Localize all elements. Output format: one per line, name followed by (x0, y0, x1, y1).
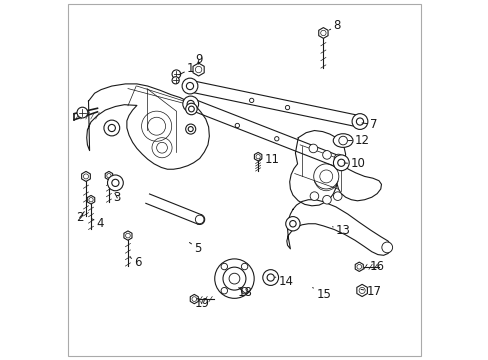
Circle shape (381, 242, 392, 253)
Text: 3: 3 (113, 192, 121, 204)
Circle shape (338, 136, 346, 145)
Circle shape (351, 114, 367, 130)
Circle shape (106, 174, 111, 178)
Circle shape (188, 127, 193, 132)
Circle shape (112, 179, 119, 186)
Text: 1: 1 (179, 62, 194, 75)
Circle shape (333, 192, 341, 201)
Text: 16: 16 (366, 260, 384, 273)
Polygon shape (87, 195, 95, 204)
Circle shape (223, 267, 245, 290)
Circle shape (255, 154, 260, 159)
Text: 18: 18 (237, 287, 252, 300)
Circle shape (358, 287, 365, 293)
Circle shape (195, 66, 202, 73)
Text: 11: 11 (259, 153, 279, 166)
Text: 7: 7 (361, 118, 377, 131)
Circle shape (195, 215, 203, 224)
Circle shape (77, 107, 88, 118)
Circle shape (125, 233, 130, 238)
Text: 17: 17 (360, 285, 381, 298)
Polygon shape (318, 28, 327, 39)
Text: 4: 4 (92, 216, 104, 230)
Text: 5: 5 (189, 242, 201, 255)
Polygon shape (105, 171, 112, 180)
Polygon shape (356, 284, 366, 297)
Circle shape (337, 159, 344, 166)
Circle shape (285, 217, 300, 231)
Text: 10: 10 (344, 157, 365, 170)
Circle shape (107, 175, 123, 191)
Circle shape (172, 70, 180, 78)
Text: 13: 13 (332, 224, 350, 237)
Text: 6: 6 (130, 256, 142, 269)
Text: 9: 9 (195, 53, 202, 66)
Circle shape (289, 221, 296, 227)
Circle shape (333, 154, 342, 163)
Circle shape (356, 265, 361, 269)
Polygon shape (254, 152, 261, 161)
Circle shape (183, 96, 198, 112)
Polygon shape (193, 63, 204, 76)
Circle shape (186, 82, 193, 90)
Circle shape (214, 259, 254, 298)
Circle shape (262, 270, 278, 285)
Circle shape (89, 198, 93, 202)
Circle shape (241, 288, 247, 294)
Circle shape (185, 124, 195, 134)
Circle shape (320, 30, 325, 36)
Circle shape (309, 192, 318, 201)
Text: 19: 19 (194, 297, 209, 310)
Circle shape (172, 77, 179, 84)
Circle shape (221, 263, 227, 270)
Circle shape (322, 195, 330, 204)
Text: 2: 2 (76, 211, 84, 224)
Circle shape (266, 274, 274, 281)
Text: 15: 15 (312, 288, 330, 301)
Text: 12: 12 (347, 134, 369, 147)
Circle shape (83, 174, 88, 179)
Circle shape (322, 150, 330, 159)
Circle shape (308, 144, 317, 153)
Circle shape (187, 100, 194, 108)
Circle shape (228, 273, 239, 284)
Circle shape (185, 103, 197, 115)
Polygon shape (354, 262, 363, 271)
Polygon shape (81, 171, 90, 181)
Circle shape (192, 297, 196, 301)
Circle shape (333, 155, 348, 171)
Circle shape (188, 106, 194, 112)
Circle shape (221, 288, 227, 294)
Circle shape (108, 125, 115, 132)
Ellipse shape (333, 134, 352, 147)
Polygon shape (190, 294, 198, 304)
Text: 14: 14 (275, 275, 293, 288)
Circle shape (356, 118, 363, 125)
Circle shape (182, 78, 198, 94)
Circle shape (241, 263, 247, 270)
Circle shape (104, 120, 120, 136)
Polygon shape (123, 231, 132, 240)
Text: 8: 8 (329, 19, 340, 32)
